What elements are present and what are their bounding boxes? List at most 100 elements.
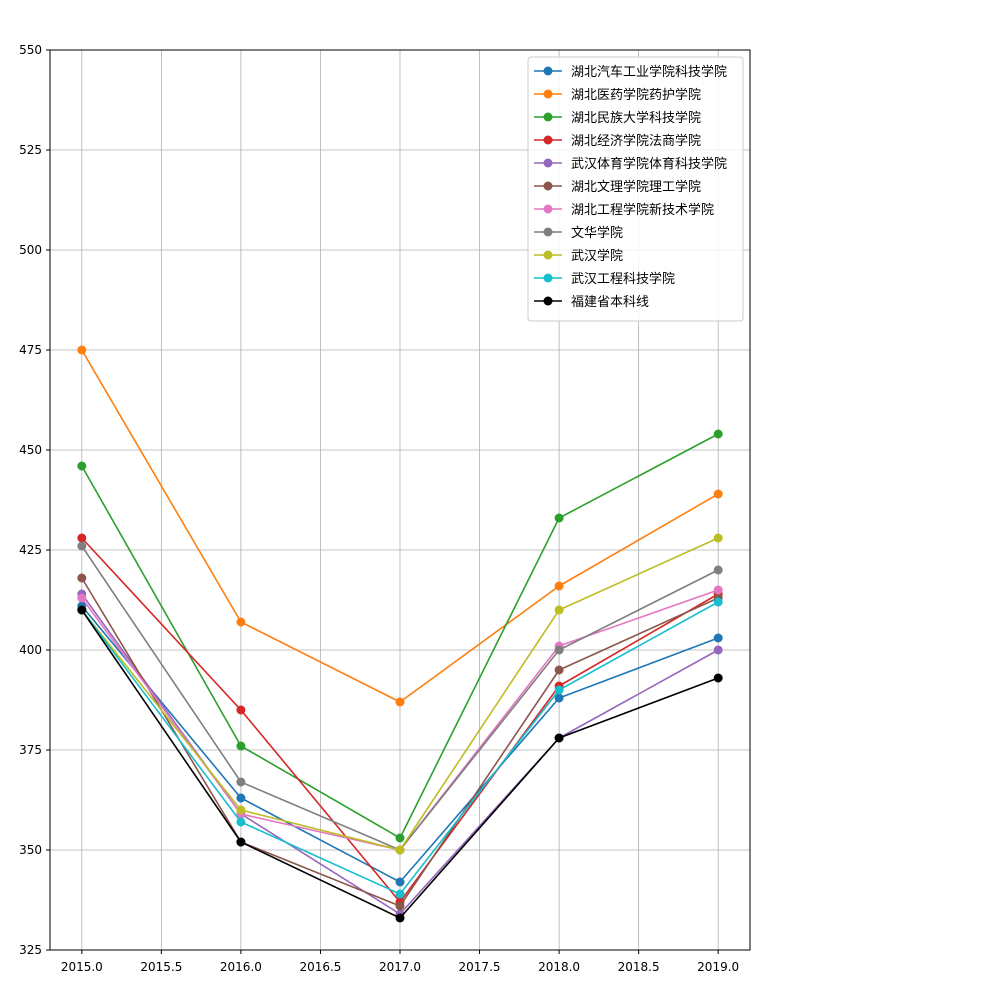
data-point [713,429,723,439]
data-point [77,461,87,471]
legend-label: 文华学院 [571,225,623,241]
y-tick-label: 425 [19,543,42,557]
legend-item: 文华学院 [534,225,623,241]
y-tick-label: 550 [19,43,42,57]
legend-item: 湖北文理学院理工学院 [534,179,701,195]
data-point [554,693,564,703]
data-point [236,817,246,827]
legend-label: 湖北文理学院理工学院 [571,179,701,195]
data-point [395,913,405,923]
x-tick-label: 2016.5 [299,960,341,974]
x-tick-label: 2017.5 [459,960,501,974]
series-1 [77,345,723,707]
data-point [713,673,723,683]
data-point [554,685,564,695]
data-point [395,889,405,899]
legend-item: 武汉体育学院体育科技学院 [534,156,727,172]
x-tick-label: 2016.0 [220,960,262,974]
data-point [77,533,87,543]
data-point [554,581,564,591]
data-point [713,533,723,543]
data-point [236,805,246,815]
legend-marker [543,89,553,99]
data-point [395,845,405,855]
legend-item: 湖北民族大学科技学院 [534,110,701,126]
legend-marker [543,158,553,168]
data-point [236,705,246,715]
data-point [713,597,723,607]
y-tick-label: 375 [19,743,42,757]
data-point [554,513,564,523]
legend-box [527,56,744,322]
legend-item: 湖北经济学院法商学院 [534,133,701,149]
legend-label: 湖北医药学院药护学院 [571,87,701,103]
legend-item: 湖北汽车工业学院科技学院 [534,64,727,80]
legend-marker [543,250,553,260]
legend-marker [543,227,553,237]
legend-label: 湖北工程学院新技术学院 [571,202,714,218]
legend-marker [543,296,553,306]
data-point [395,901,405,911]
y-tick-label: 325 [19,943,42,957]
legend-item: 湖北工程学院新技术学院 [534,202,714,218]
x-tick-label: 2015.5 [140,960,182,974]
x-tick-label: 2018.0 [538,960,580,974]
y-tick-label: 400 [19,643,42,657]
x-tick-label: 2018.5 [618,960,660,974]
legend-label: 湖北民族大学科技学院 [571,110,701,126]
legend-label: 武汉工程科技学院 [571,271,675,287]
x-tick-label: 2015.0 [61,960,103,974]
y-tick-label: 500 [19,243,42,257]
y-tick-label: 525 [19,143,42,157]
x-tick-label: 2017.0 [379,960,421,974]
legend-marker [543,66,553,76]
y-tick-label: 450 [19,443,42,457]
legend-label: 湖北汽车工业学院科技学院 [571,64,727,80]
data-point [713,489,723,499]
legend-marker [543,181,553,191]
data-point [236,793,246,803]
legend-marker [543,204,553,214]
y-tick-label: 475 [19,343,42,357]
legend-item: 湖北医药学院药护学院 [534,87,701,103]
legend-label: 武汉学院 [571,248,623,264]
axes: 2015.0 2015.5 2016.0 2016.5 2017.0 2017.5 2018… [19,43,739,974]
data-point [554,733,564,743]
x-tick-label: 2019.0 [697,960,739,974]
data-point [236,741,246,751]
data-point [713,585,723,595]
data-point [554,645,564,655]
data-point [236,837,246,847]
data-point [395,697,405,707]
legend-label: 福建省本科线 [571,295,649,310]
data-point [77,605,87,615]
legend-marker [543,135,553,145]
data-point [236,617,246,627]
y-tick-label: 350 [19,843,42,857]
data-point [713,633,723,643]
legend-item: 福建省本科线 [534,295,649,310]
data-point [554,665,564,675]
data-point [713,565,723,575]
legend-label: 武汉体育学院体育科技学院 [571,156,727,172]
data-point [77,541,87,551]
legend-item: 武汉工程科技学院 [534,271,675,287]
grid [50,49,750,951]
data-point [395,833,405,843]
legend-item: 武汉学院 [534,248,623,264]
legend-marker [543,112,553,122]
data-point [554,605,564,615]
series-layer [77,345,723,923]
data-point [77,345,87,355]
legend-marker [543,273,553,283]
data-point [713,645,723,655]
data-point [236,777,246,787]
legend: 湖北汽车工业学院科技学院湖北医药学院药护学院湖北民族大学科技学院湖北经济学院法商… [527,56,744,322]
data-point [395,877,405,887]
legend-label: 湖北经济学院法商学院 [571,133,701,149]
data-point [77,573,87,583]
data-point [77,593,87,603]
series-10 [77,605,723,923]
